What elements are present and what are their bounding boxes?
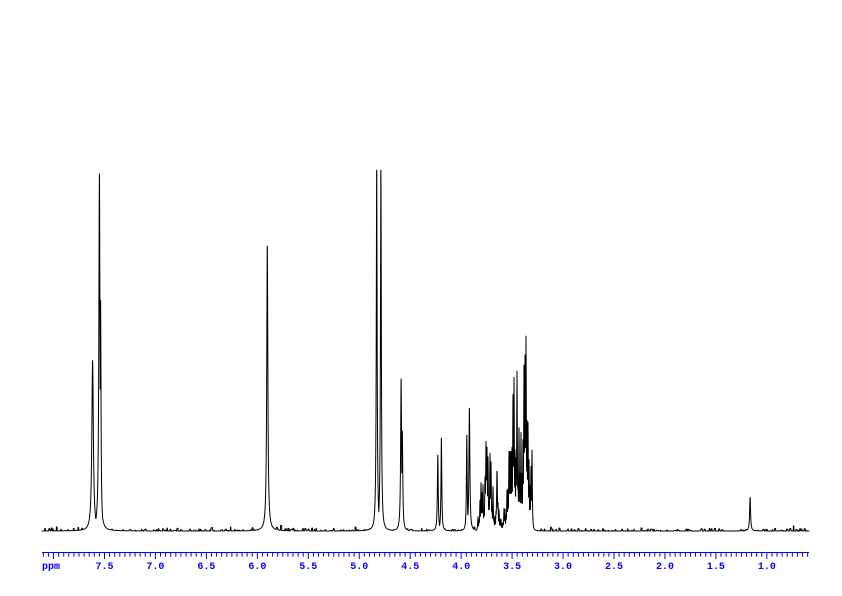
svg-text:1.5: 1.5 xyxy=(707,562,725,573)
svg-text:6.0: 6.0 xyxy=(248,562,266,573)
svg-text:6.5: 6.5 xyxy=(197,562,215,573)
svg-text:3.5: 3.5 xyxy=(503,562,521,573)
svg-text:2.0: 2.0 xyxy=(656,562,674,573)
svg-text:5.5: 5.5 xyxy=(299,562,317,573)
svg-text:7.0: 7.0 xyxy=(146,562,164,573)
svg-text:4.0: 4.0 xyxy=(452,562,470,573)
svg-text:ppm: ppm xyxy=(42,562,60,573)
svg-text:2.5: 2.5 xyxy=(605,562,623,573)
svg-text:1.0: 1.0 xyxy=(758,562,776,573)
svg-text:7.5: 7.5 xyxy=(95,562,113,573)
svg-text:3.0: 3.0 xyxy=(554,562,572,573)
svg-text:4.5: 4.5 xyxy=(401,562,419,573)
svg-text:5.0: 5.0 xyxy=(350,562,368,573)
